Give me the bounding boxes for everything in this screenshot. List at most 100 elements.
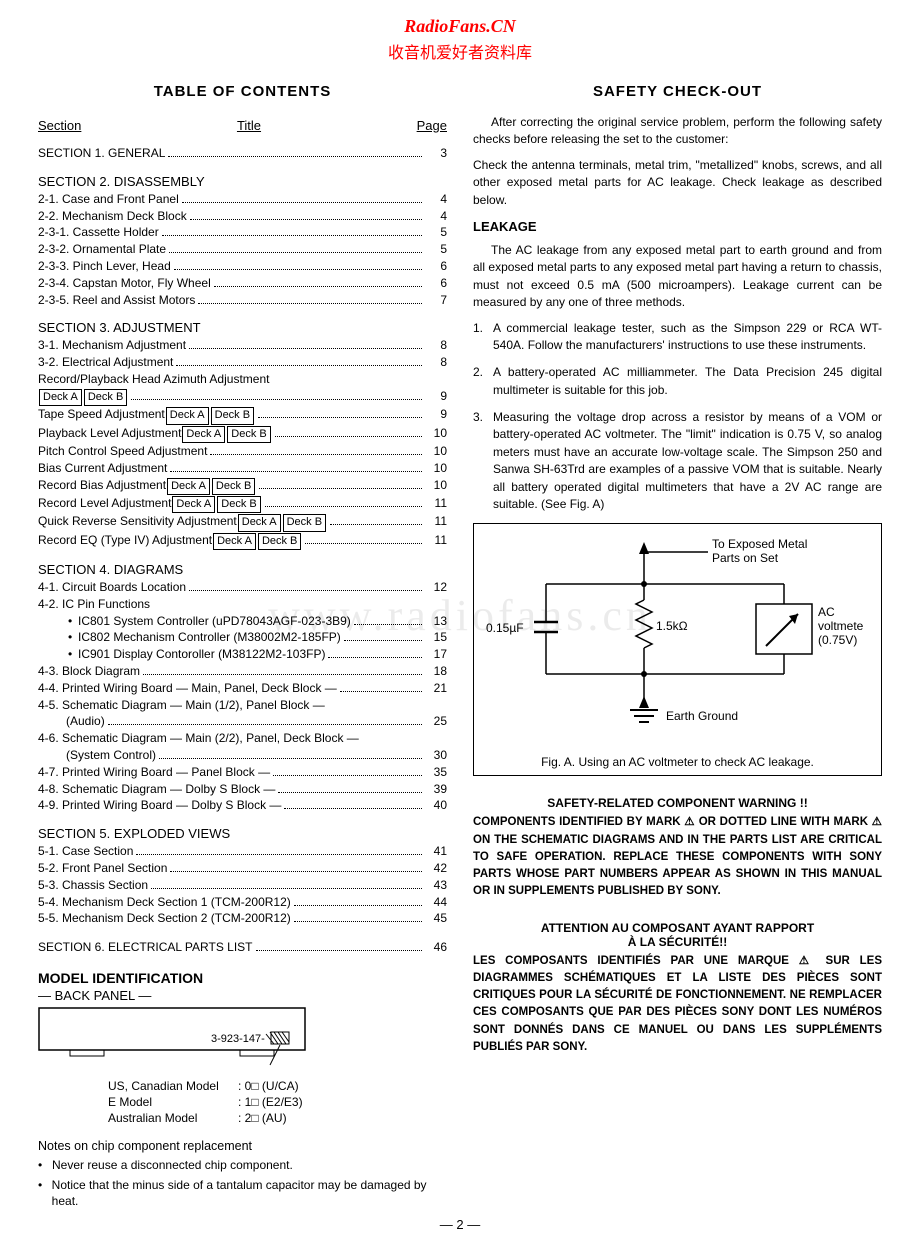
safety-title: SAFETY CHECK-OUT — [473, 83, 882, 100]
toc-row: 2-2. Mechanism Deck Block4 — [38, 208, 447, 225]
toc-label: 4-4. Printed Wiring Board — Main, Panel,… — [38, 680, 337, 697]
note-text: Never reuse a disconnected chip componen… — [52, 1157, 293, 1173]
toc-page: 7 — [425, 292, 447, 309]
deck-tag: Deck A — [213, 533, 256, 550]
toc-label: 2-1. Case and Front Panel — [38, 191, 179, 208]
toc-page: 15 — [425, 629, 447, 646]
toc-row: 4-7. Printed Wiring Board — Panel Block … — [38, 764, 447, 781]
toc-title: TABLE OF CONTENTS — [38, 83, 447, 100]
toc-label: IC801 System Controller (uPD78043AGF-023… — [38, 613, 351, 630]
toc-row: 5-4. Mechanism Deck Section 1 (TCM-200R1… — [38, 894, 447, 911]
deck-tag: Deck B — [227, 426, 270, 443]
toc-label: (Audio) — [38, 713, 105, 730]
fig-label: To Exposed Metal — [712, 537, 807, 551]
toc-row: 2-1. Case and Front Panel 4 — [38, 191, 447, 208]
toc-page: 11 — [425, 532, 447, 549]
deck-tag: Deck B — [84, 389, 127, 406]
warning-fr-t2: À LA SÉCURITÉ!! — [628, 935, 728, 949]
svg-text:3-923-147-: 3-923-147- — [211, 1033, 265, 1045]
toc-page: 39 — [425, 781, 447, 798]
deck-tag: Deck A — [238, 514, 281, 531]
toc-row: 4-1. Circuit Boards Location12 — [38, 579, 447, 596]
toc-label: 2-3-4. Capstan Motor, Fly Wheel — [38, 275, 211, 292]
toc-row: (Audio)25 — [38, 713, 447, 730]
toc-row: (System Control)30 — [38, 747, 447, 764]
deck-tag: Deck B — [258, 533, 301, 550]
toc-label: Quick Reverse Sensitivity Adjustment — [38, 513, 237, 530]
method-text: A battery-operated AC milliammeter. The … — [493, 364, 882, 399]
toc-page: 18 — [425, 663, 447, 680]
model-row-k: US, Canadian Model — [108, 1078, 238, 1094]
toc-page: 4 — [425, 191, 447, 208]
toc-page: 6 — [425, 258, 447, 275]
toc-page: 4 — [425, 208, 447, 225]
toc-row: 2-3-5. Reel and Assist Motors7 — [38, 292, 447, 309]
header-cn: 收音机爱好者资料库 — [0, 39, 920, 63]
warning-fr-body: LES COMPOSANTS IDENTIFIÉS PAR UNE MARQUE… — [473, 953, 882, 1057]
toc-row: 4-4. Printed Wiring Board — Main, Panel,… — [38, 680, 447, 697]
toc-page: 8 — [425, 337, 447, 354]
toc-row: 2-3-3. Pinch Lever, Head6 — [38, 258, 447, 275]
toc-section-head: SECTION 4. DIAGRAMS — [38, 562, 447, 577]
deck-tag: Deck A — [182, 426, 225, 443]
toc-label: 4-8. Schematic Diagram — Dolby S Block — — [38, 781, 275, 798]
toc-row: 4-9. Printed Wiring Board — Dolby S Bloc… — [38, 797, 447, 814]
toc-page: 5 — [425, 224, 447, 241]
note-text: Notice that the minus side of a tantalum… — [52, 1177, 447, 1209]
toc-label: 4-9. Printed Wiring Board — Dolby S Bloc… — [38, 797, 281, 814]
warning-fr-title: ATTENTION AU COMPOSANT AYANT RAPPORT À L… — [473, 921, 882, 949]
toc-label: 4-6. Schematic Diagram — Main (2/2), Pan… — [38, 730, 359, 747]
safety-p2: Check the antenna terminals, metal trim,… — [473, 157, 882, 209]
toc-row: 5-2. Front Panel Section42 — [38, 860, 447, 877]
model-row-k: E Model — [108, 1094, 238, 1110]
toc-row: IC802 Mechanism Controller (M38002M2-185… — [38, 629, 447, 646]
toc-page: 13 — [425, 613, 447, 630]
deck-tag: Deck A — [172, 496, 215, 513]
toc-page: 45 — [425, 910, 447, 927]
deck-tag: Deck B — [283, 514, 326, 531]
toc-row: 5-5. Mechanism Deck Section 2 (TCM-200R1… — [38, 910, 447, 927]
page-number: — 2 — — [0, 1209, 920, 1250]
toc-row: 4-6. Schematic Diagram — Main (2/2), Pan… — [38, 730, 447, 747]
toc-row: 3-1. Mechanism Adjustment8 — [38, 337, 447, 354]
toc-label: 3-2. Electrical Adjustment — [38, 354, 173, 371]
svg-text:voltmeter: voltmeter — [818, 619, 864, 633]
toc-page: 40 — [425, 797, 447, 814]
toc-page: 10 — [425, 443, 447, 460]
toc-page: 10 — [425, 477, 447, 494]
toc-row: Pitch Control Speed Adjustment 10 — [38, 443, 447, 460]
toc-page: 17 — [425, 646, 447, 663]
notes-head: Notes on chip component replacement — [38, 1139, 447, 1153]
toc-label: Bias Current Adjustment — [38, 460, 167, 477]
back-panel-label: — BACK PANEL — — [38, 988, 447, 1003]
svg-text:1.5kΩ: 1.5kΩ — [656, 619, 688, 633]
deck-tag: Deck B — [211, 407, 254, 424]
toc-section-head: SECTION 3. ADJUSTMENT — [38, 320, 447, 335]
toc-label: (System Control) — [38, 747, 156, 764]
toc-page: 8 — [425, 354, 447, 371]
safety-p1: After correcting the original service pr… — [473, 114, 882, 149]
model-row-k: Australian Model — [108, 1110, 238, 1126]
toc-row: 3-2. Electrical Adjustment 8 — [38, 354, 447, 371]
left-column: TABLE OF CONTENTS Section Title Page SEC… — [38, 75, 447, 1209]
leakage-p: The AC leakage from any exposed metal pa… — [473, 242, 882, 312]
toc-row: 4-2. IC Pin Functions — [38, 596, 447, 613]
model-row-v: : 0□ (U/CA) — [238, 1078, 299, 1094]
toc-label: Record Level Adjustment — [38, 495, 171, 512]
toc-row: 4-8. Schematic Diagram — Dolby S Block —… — [38, 781, 447, 798]
toc-page: 11 — [425, 495, 447, 512]
toc-label: 5-1. Case Section — [38, 843, 133, 860]
toc-header-row: Section Title Page — [38, 118, 447, 133]
model-list: US, Canadian Model: 0□ (U/CA) E Model: 1… — [108, 1078, 447, 1127]
toc-row: Quick Reverse Sensitivity Adjustment Dec… — [38, 513, 447, 531]
toc-page: 10 — [425, 460, 447, 477]
method-text: A commercial leakage tester, such as the… — [493, 320, 882, 355]
toc-page: 11 — [425, 513, 447, 530]
model-row-v: : 1□ (E2/E3) — [238, 1094, 303, 1110]
toc-section-head: SECTION 6. ELECTRICAL PARTS LIST — [38, 939, 253, 956]
method-2: 2.A battery-operated AC milliammeter. Th… — [473, 364, 882, 399]
toc-label: Pitch Control Speed Adjustment — [38, 443, 207, 460]
toc-page: 43 — [425, 877, 447, 894]
toc-row: Playback Level Adjustment Deck ADeck B10 — [38, 425, 447, 443]
warning-en-body: COMPONENTS IDENTIFIED BY MARK ⚠ OR DOTTE… — [473, 814, 882, 900]
